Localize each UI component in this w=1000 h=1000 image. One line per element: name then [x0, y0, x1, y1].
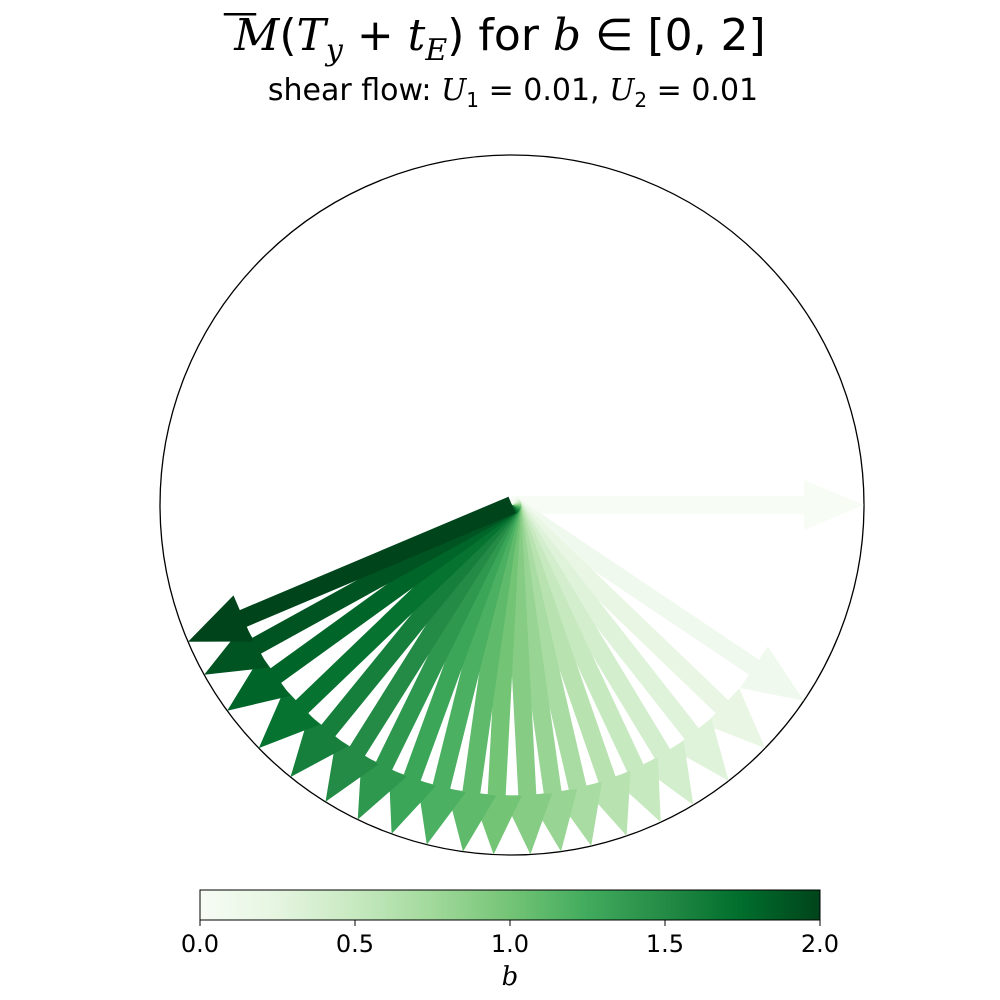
- title-plus: +: [343, 10, 408, 61]
- title-M: M: [233, 10, 280, 61]
- subtitle-U2: U: [609, 73, 636, 108]
- subtitle-eq2: = 0.01: [647, 73, 758, 108]
- vector-arrow: [471, 504, 522, 855]
- vector-arrow: [258, 498, 519, 749]
- vector-arrow: [290, 499, 519, 777]
- title-t-sub: E: [424, 33, 447, 68]
- colorbar-tick-label: 1.5: [646, 930, 684, 958]
- chart-subtitle: shear flow: U1 = 0.01, U2 = 0.01: [268, 73, 758, 112]
- chart-title: M(Ty + tE) for b ∈ [0, 2]: [233, 10, 765, 68]
- colorbar-ticks: 0.0 0.5 1.0 1.5 2.0: [181, 920, 839, 958]
- title-in: ∈: [581, 10, 647, 61]
- vector-arrow: [507, 497, 804, 701]
- subtitle-U2-sub: 2: [634, 88, 647, 112]
- subtitle-eq1: = 0.01,: [479, 73, 609, 108]
- vector-arrow: [512, 480, 864, 530]
- subtitle-prefix: shear flow:: [268, 73, 441, 108]
- vector-arrow: [417, 502, 521, 845]
- vector-arrow: [357, 501, 521, 820]
- vector-arrow: [388, 501, 521, 834]
- colorbar-tick-label: 2.0: [801, 930, 839, 958]
- title-range: [0, 2]: [647, 10, 765, 61]
- vector-arrows: [188, 480, 864, 855]
- title-close-paren: ): [447, 10, 464, 61]
- subtitle-U1: U: [441, 73, 468, 108]
- title-overbar: —: [222, 0, 258, 33]
- subtitle-U1-sub: 1: [466, 88, 479, 112]
- title-b: b: [553, 10, 581, 61]
- colorbar-label: b: [502, 962, 519, 992]
- vector-arrow: [446, 503, 521, 852]
- colorbar: [199, 889, 821, 921]
- title-t: t: [408, 10, 426, 61]
- vector-arrow: [505, 498, 766, 749]
- title-for: for: [464, 10, 552, 61]
- colorbar-tick-label: 0.0: [181, 930, 219, 958]
- colorbar-tick-label: 0.5: [336, 930, 374, 958]
- colorbar-tick-label: 1.0: [491, 930, 529, 958]
- vector-arrow: [325, 500, 520, 802]
- vector-arrow: [188, 496, 516, 642]
- title-open-paren: (: [279, 10, 296, 61]
- title-T: T: [297, 10, 330, 61]
- title-T-sub: y: [324, 33, 344, 68]
